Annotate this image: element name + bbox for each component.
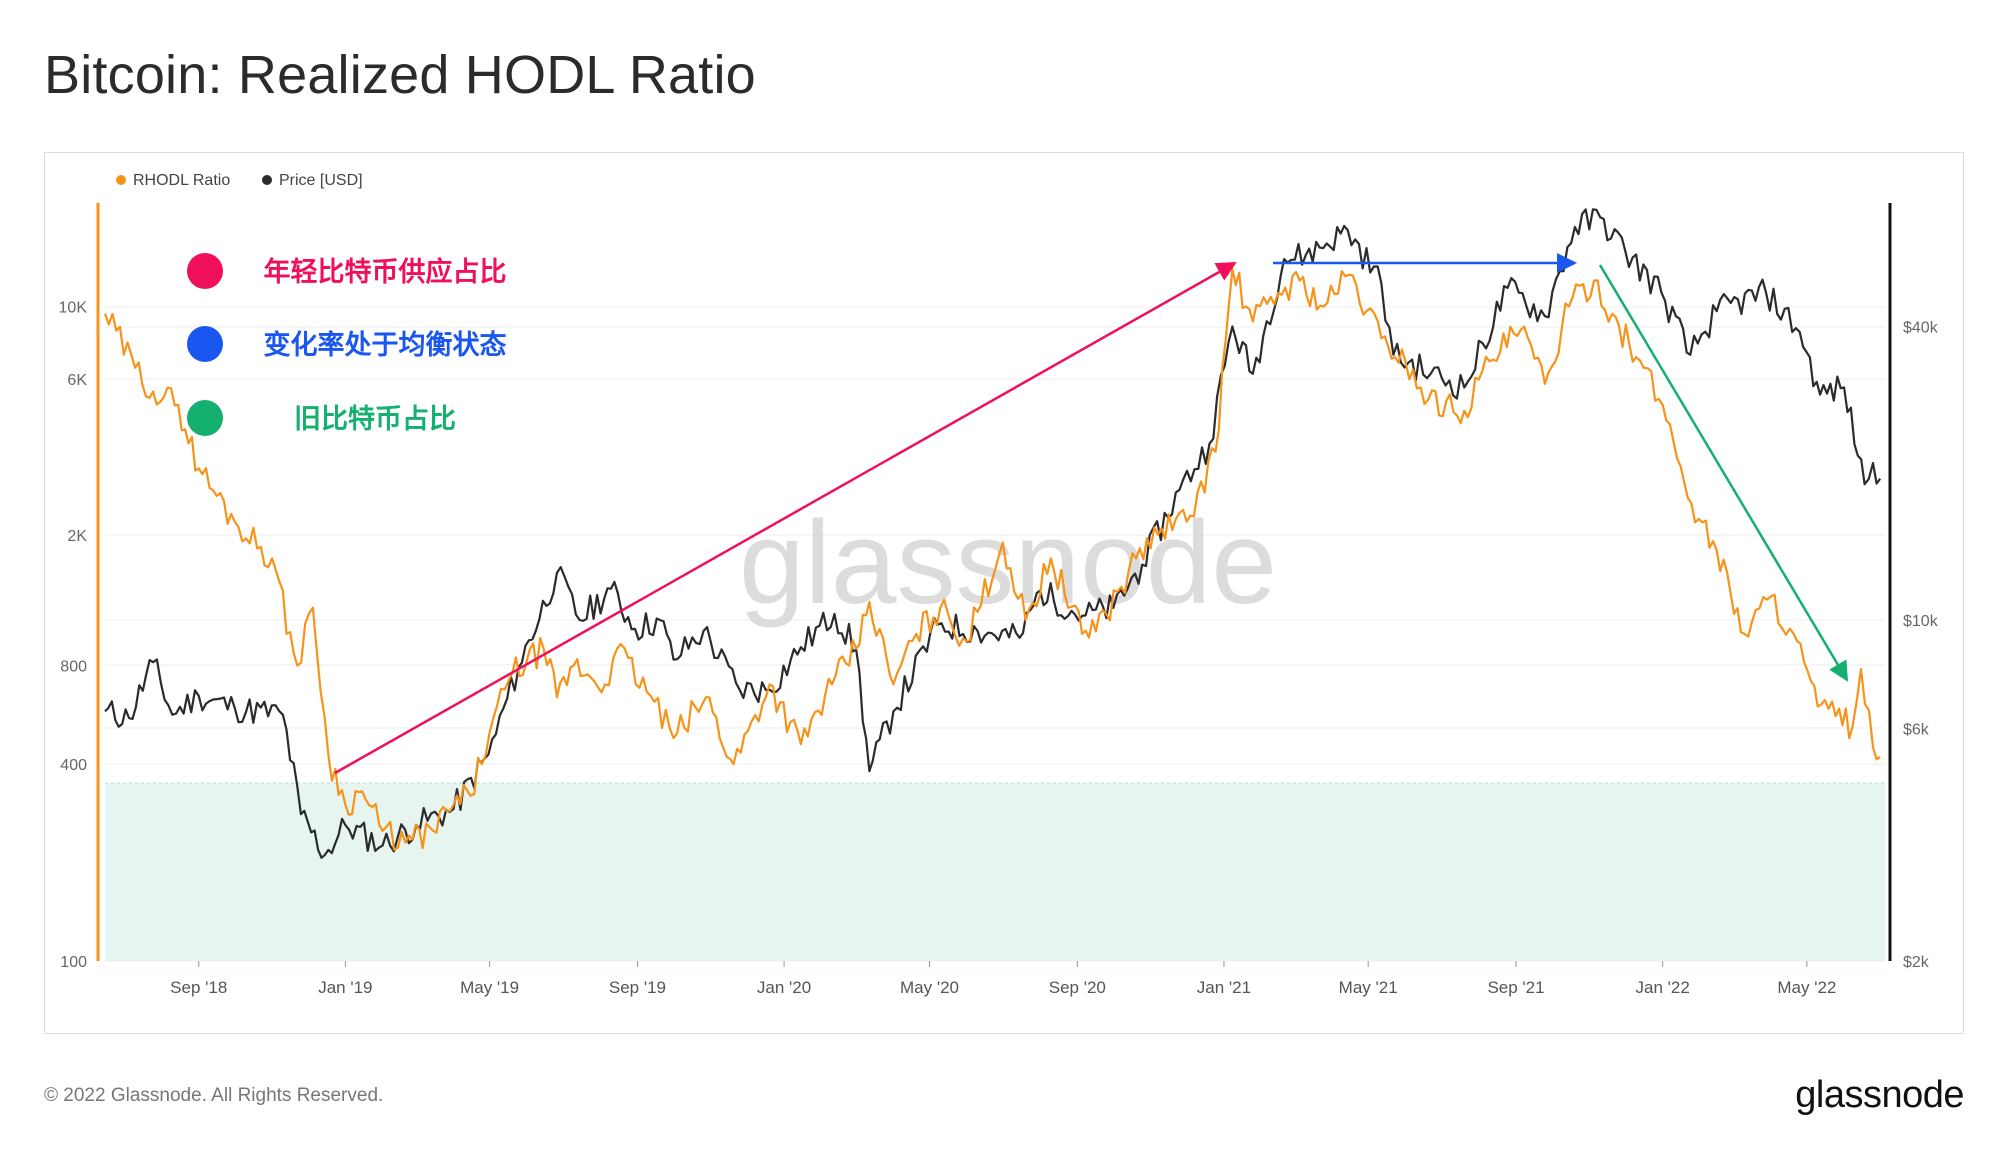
left-tick-label: 10K <box>59 300 88 317</box>
right-axis-ticks: $2k $6k $10k $40k <box>1903 320 1939 971</box>
left-tick-label: 800 <box>60 658 87 675</box>
annotation-legend: 年轻比特币供应占比 变化率处于均衡状态 旧比特币占比 <box>187 253 507 436</box>
legend: RHODL Ratio Price [USD] <box>116 172 363 189</box>
gridlines <box>105 306 1885 962</box>
left-tick-label: 400 <box>60 757 87 774</box>
x-tick-label: May '20 <box>900 978 959 997</box>
right-tick-label: $40k <box>1903 320 1939 337</box>
young-supply-arrow <box>334 261 1237 775</box>
right-tick-label: $2k <box>1903 954 1930 971</box>
x-tick-label: Jan '21 <box>1197 978 1251 997</box>
old-supply-label: 旧比特币占比 <box>294 404 456 434</box>
x-tick-label: May '21 <box>1339 978 1398 997</box>
left-tick-label: 2K <box>67 528 87 545</box>
left-tick-label: 100 <box>60 954 87 971</box>
x-tick-label: Jan '20 <box>757 978 811 997</box>
x-tick-label: May '19 <box>460 978 519 997</box>
old-supply-dot <box>187 400 223 436</box>
legend-price-label[interactable]: Price [USD] <box>279 172 363 189</box>
old-supply-arrow <box>1598 264 1849 682</box>
price-series <box>104 208 1882 859</box>
chart-frame: RHODL Ratio Price [USD] glassnode 100 400… <box>44 152 1964 1034</box>
page-title: Bitcoin: Realized HODL Ratio <box>44 45 756 105</box>
left-axis-ticks: 100 400 800 2K 6K 10K <box>59 300 88 971</box>
legend-rhodl-label[interactable]: RHODL Ratio <box>133 172 230 189</box>
equilibrium-dot <box>187 326 223 362</box>
x-tick-label: May '22 <box>1777 978 1836 997</box>
rhodl-chart: RHODL Ratio Price [USD] glassnode 100 400… <box>59 172 1939 997</box>
x-tick-label: Sep '18 <box>170 978 227 997</box>
right-tick-label: $6k <box>1903 721 1930 738</box>
rhodl-series <box>103 268 1881 851</box>
x-tick-label: Jan '22 <box>1636 978 1690 997</box>
rhodl-line <box>103 268 1881 851</box>
legend-rhodl-swatch <box>116 175 126 185</box>
x-tick-label: Sep '19 <box>609 978 666 997</box>
right-tick-label: $10k <box>1903 613 1939 630</box>
glassnode-logo[interactable]: glassnode <box>1795 1074 1964 1116</box>
young-supply-label: 年轻比特币供应占比 <box>264 256 507 287</box>
x-tick-label: Sep '20 <box>1049 978 1106 997</box>
left-tick-label: 6K <box>67 372 87 389</box>
x-tick-label: Sep '21 <box>1487 978 1544 997</box>
x-axis-ticks: Sep '18 Jan '19 May '19 Sep '19 Jan '20 May '… <box>170 961 1836 997</box>
equilibrium-label: 变化率处于均衡状态 <box>264 329 507 360</box>
legend-price-swatch <box>262 175 272 185</box>
x-tick-label: Jan '19 <box>318 978 372 997</box>
young-supply-dot <box>187 253 223 289</box>
footer-copyright: © 2022 Glassnode. All Rights Reserved. <box>44 1085 384 1106</box>
watermark: glassnode <box>739 497 1277 629</box>
low-rhodl-zone <box>105 782 1885 961</box>
price-line <box>104 208 1882 859</box>
